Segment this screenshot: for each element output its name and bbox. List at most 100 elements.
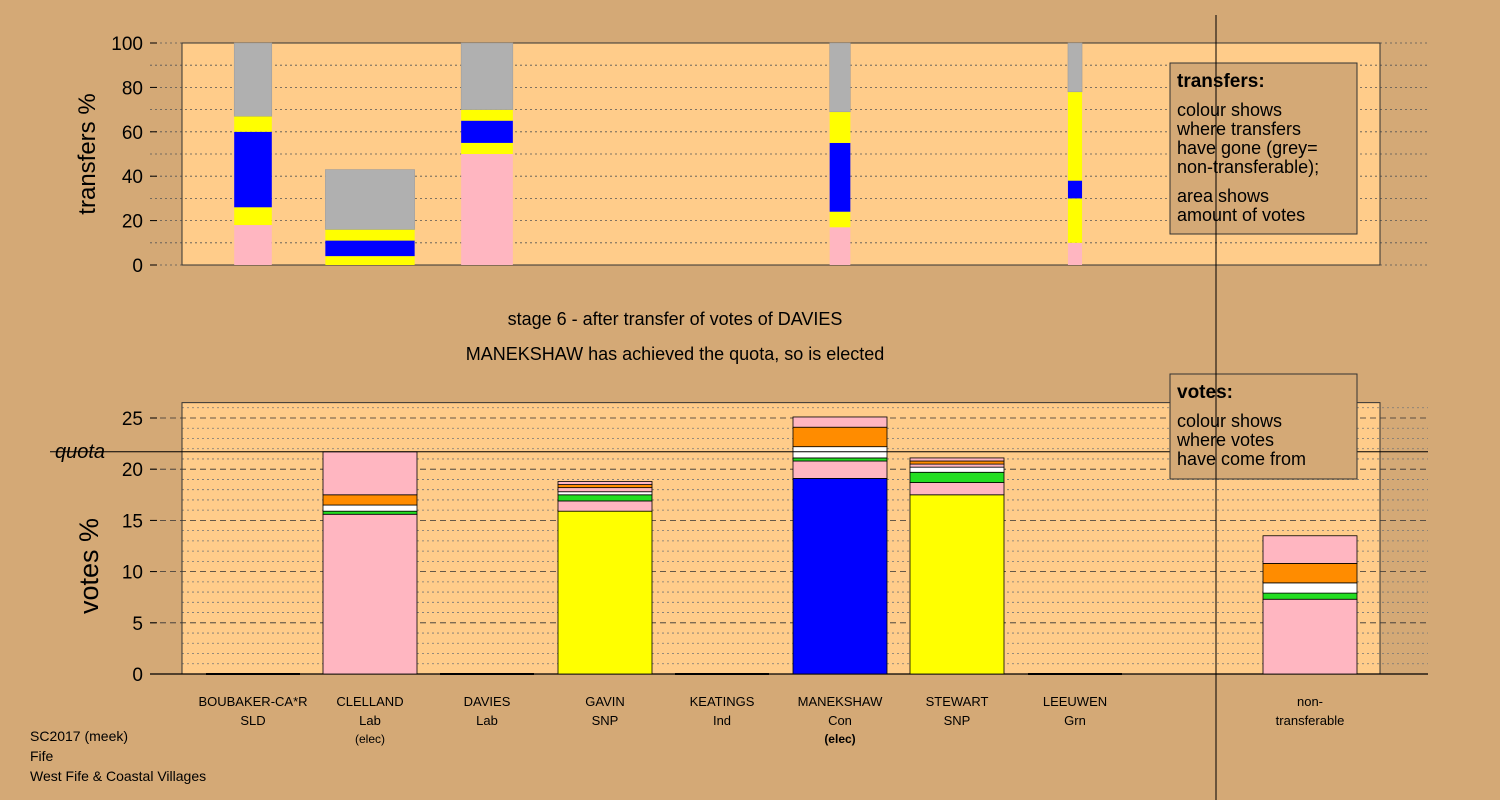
candidate-name: MANEKSHAW (798, 694, 883, 709)
transfer-segment (461, 154, 513, 265)
transfer-segment (234, 225, 272, 265)
candidate-party: Con (828, 713, 852, 728)
y-axis-title: votes % (74, 518, 104, 614)
transfers-legend-box (1169, 62, 1358, 235)
vote-segment (909, 471, 1005, 483)
candidate-name: CLELLAND (336, 694, 403, 709)
vote-segment (909, 463, 1005, 468)
transfer-segment (829, 42, 851, 113)
y-tick-label: 25 (122, 409, 143, 430)
transfer-segment (234, 207, 272, 226)
candidate-name: GAVIN (585, 694, 625, 709)
vote-segment (909, 460, 1005, 465)
candidate-name: STEWART (926, 694, 989, 709)
candidate-party: Lab (476, 713, 498, 728)
y-tick-label: 0 (132, 665, 143, 686)
vote-segment (792, 457, 888, 462)
vote-segment (557, 487, 653, 493)
vote-segment (1262, 582, 1358, 594)
transfer-segment (829, 227, 851, 265)
transfer-segment (829, 142, 851, 212)
candidate-party: Lab (359, 713, 381, 728)
votes-legend-box (1169, 373, 1358, 480)
vote-segment (792, 478, 888, 675)
candidate-name: non- (1297, 694, 1323, 709)
vote-segment (909, 457, 1005, 462)
votes-legend-line: colour shows (1177, 411, 1282, 431)
vote-segment (322, 494, 418, 506)
transfer-segment (460, 42, 514, 110)
stage-caption: stage 6 - after transfer of votes of DAV… (508, 309, 843, 329)
y-axis-title: transfers % (74, 93, 101, 214)
vote-segment (322, 513, 418, 675)
transfer-segment (829, 211, 851, 228)
transfer-segment (1067, 42, 1083, 93)
candidate-party: SNP (944, 713, 971, 728)
transfer-segment (325, 256, 415, 265)
vote-segment (909, 482, 1005, 496)
footer-line-1: SC2017 (meek) (30, 728, 128, 744)
vote-segment (322, 451, 418, 496)
vote-segment (557, 491, 653, 496)
y-tick-label: 80 (122, 78, 143, 99)
transfer-segment (461, 120, 513, 143)
vote-segment (557, 510, 653, 675)
y-tick-label: 100 (111, 34, 143, 55)
votes-legend-title: votes: (1177, 382, 1233, 403)
transfer-segment (234, 116, 272, 132)
transfer-segment (1067, 91, 1083, 181)
transfers-legend-line: where transfers (1176, 119, 1301, 139)
transfer-segment (1067, 242, 1083, 265)
vote-segment (322, 510, 418, 515)
candidate-party: Ind (713, 713, 731, 728)
candidate-elected-note: (elec) (824, 732, 855, 746)
y-tick-label: 10 (122, 563, 143, 584)
transfers-panel: 0 20 40 60 80 100 transfers % transfers: colour … (74, 34, 1428, 277)
candidate-name: DAVIES (464, 694, 511, 709)
transfer-segment (829, 111, 851, 143)
transfer-segment (1067, 180, 1083, 199)
y-tick-label: 20 (122, 212, 143, 233)
candidate-name: LEEUWEN (1043, 694, 1107, 709)
transfer-segment (461, 142, 513, 154)
candidate-elected-note: (elec) (355, 732, 385, 746)
y-tick-label: 20 (122, 460, 143, 481)
vote-segment (557, 484, 653, 489)
status-caption: MANEKSHAW has achieved the quota, so is … (466, 344, 885, 364)
transfer-segment (325, 240, 415, 257)
transfers-legend-line: colour shows (1177, 100, 1282, 120)
vote-segment (557, 500, 653, 512)
transfer-segment (325, 169, 415, 230)
vote-segment (1262, 563, 1358, 584)
vote-segment (1262, 592, 1358, 600)
transfer-segment (325, 229, 415, 241)
vote-segment (792, 416, 888, 428)
candidate-party: SNP (592, 713, 619, 728)
vote-segment (909, 494, 1005, 675)
transfers-legend-line: amount of votes (1177, 205, 1305, 225)
y-tick-label: 0 (132, 256, 143, 277)
y-tick-label: 40 (122, 167, 143, 188)
vote-segment (792, 426, 888, 448)
y-tick-label: 15 (122, 511, 143, 532)
transfer-segment (1067, 198, 1083, 243)
vote-segment (792, 460, 888, 479)
transfer-segment (234, 131, 272, 208)
candidate-party: SLD (240, 713, 265, 728)
vote-segment (1262, 598, 1358, 675)
transfer-segment (233, 42, 273, 117)
vote-segment (322, 504, 418, 512)
quota-label: quota (55, 441, 105, 463)
candidate-name: KEATINGS (690, 694, 755, 709)
transfer-segment (461, 109, 513, 121)
y-tick-label: 5 (132, 614, 143, 635)
footer-line-3: West Fife & Coastal Villages (30, 768, 206, 784)
vote-segment (557, 481, 653, 485)
transfers-legend-line: area shows (1177, 186, 1269, 206)
transfers-legend-line: have gone (grey= (1177, 138, 1318, 158)
transfers-legend-title: transfers: (1177, 71, 1265, 92)
transfers-legend-line: non-transferable); (1177, 157, 1319, 177)
vote-segment (792, 446, 888, 459)
votes-panel: 0 5 10 15 20 25 votes % quota BOUBAKER-CA*R SLD CL… (50, 373, 1428, 746)
vote-segment (1262, 535, 1358, 564)
